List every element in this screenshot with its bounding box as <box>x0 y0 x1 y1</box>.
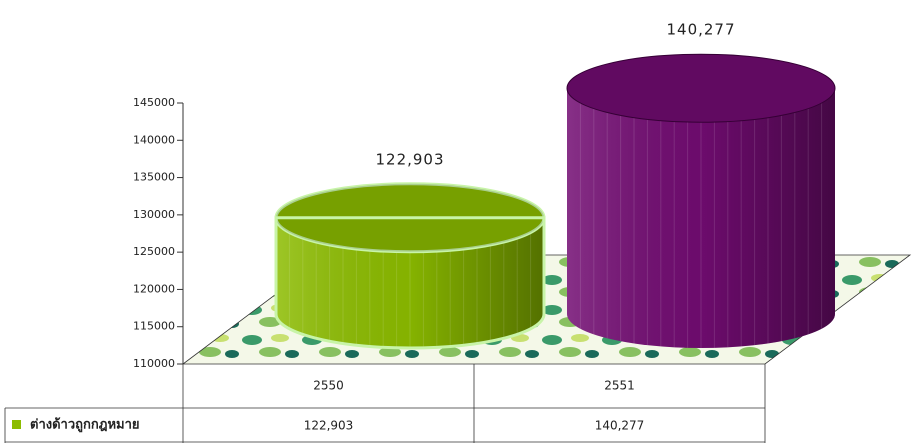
y-tick-label: 140000 <box>133 133 175 146</box>
bar-outline <box>274 216 546 350</box>
data-table <box>4 364 766 443</box>
y-tick-label: 120000 <box>133 282 175 295</box>
y-tick-label: 125000 <box>133 245 175 258</box>
y-tick-label: 145000 <box>133 96 175 109</box>
y-tick-label: 135000 <box>133 171 175 184</box>
y-tick-label: 115000 <box>133 320 175 333</box>
legend-label: ต่างด้าวถูกกฎหมาย <box>30 417 140 433</box>
table-value: 122,903 <box>304 419 354 433</box>
plot <box>274 53 836 350</box>
bar-top <box>566 53 836 123</box>
category-label: 2550 <box>313 379 344 393</box>
category-label: 2551 <box>604 379 635 393</box>
table-value: 140,277 <box>595 419 645 433</box>
y-tick-label: 130000 <box>133 208 175 221</box>
value-label: 140,277 <box>666 21 735 39</box>
bar-top-shade <box>567 54 835 123</box>
value-label: 122,903 <box>375 150 444 168</box>
bar-shade <box>567 88 835 348</box>
legend-swatch <box>12 420 21 429</box>
bar <box>566 53 836 348</box>
bar <box>274 182 546 350</box>
y-tick-label: 110000 <box>133 357 175 370</box>
bar-shade <box>276 217 544 348</box>
